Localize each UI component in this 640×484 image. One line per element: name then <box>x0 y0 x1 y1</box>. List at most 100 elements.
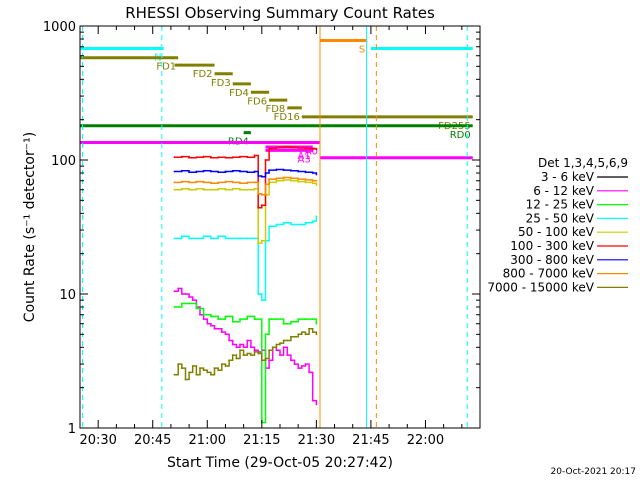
y-tick-label: 100 <box>51 154 76 169</box>
series-5-point-16 <box>275 146 278 149</box>
x-tick-label: 20:30 <box>79 433 116 448</box>
series-8-point-9 <box>206 371 209 374</box>
series-5-point-13 <box>260 204 263 207</box>
legend-label-2: 12 - 25 keV <box>526 198 595 212</box>
series-5-point-0 <box>173 156 176 159</box>
series-5-point-10 <box>246 156 249 159</box>
series-5-point-19 <box>297 147 300 149</box>
series-4-point-19 <box>297 180 300 183</box>
series-7-point-9 <box>239 182 241 185</box>
series-2-point-3 <box>195 307 198 310</box>
series-5-point-14 <box>264 159 267 161</box>
x-tick-label: 20:45 <box>134 433 171 448</box>
series-3-point-2 <box>188 237 191 240</box>
series-1-point-16 <box>231 343 234 346</box>
series-3-point-1 <box>180 235 183 238</box>
series-1-point-4 <box>188 296 191 298</box>
series-4-point-4 <box>202 188 205 191</box>
series-8-point-38 <box>311 331 314 333</box>
series-3-point-19 <box>297 223 300 226</box>
series-8-point-8 <box>202 369 205 372</box>
series-8-point-37 <box>308 327 310 330</box>
series-7-point-2 <box>188 181 191 184</box>
series-6-point-3 <box>195 170 198 173</box>
series-6-point-9 <box>239 170 241 173</box>
series-3-point-21 <box>311 220 314 223</box>
series-1-point-9 <box>206 322 209 325</box>
series-8-point-17 <box>235 357 238 360</box>
series-6-point-7 <box>224 170 227 173</box>
series-2-point-15 <box>275 318 278 320</box>
series-8-point-29 <box>279 342 281 344</box>
series-6-point-6 <box>217 171 220 174</box>
series-8-point-36 <box>304 333 307 336</box>
series-2-point-17 <box>290 320 292 323</box>
series-5-point-15 <box>268 147 270 150</box>
series-6-point-16 <box>275 168 278 171</box>
series-1-point-8 <box>202 318 205 320</box>
series-1-point-15 <box>228 339 231 342</box>
series-4-point-12 <box>257 242 260 245</box>
series-1-point-10 <box>210 324 212 327</box>
series-7-point-0 <box>173 181 176 184</box>
series-6-point-4 <box>202 169 205 172</box>
footer-timestamp: 20-Oct-2021 20:17 <box>551 467 636 477</box>
series-1-point-35 <box>300 365 303 367</box>
flag-label-fd1: FD1 <box>156 62 176 73</box>
series-3-point-5 <box>210 237 212 240</box>
series-2-point-0 <box>173 306 176 308</box>
series-6-point-0 <box>173 170 176 173</box>
series-8-point-27 <box>271 346 274 349</box>
series-4-point-18 <box>290 179 292 182</box>
series-7-point-22 <box>315 179 318 182</box>
series-8-point-15 <box>228 359 231 362</box>
series-8-point-0 <box>173 373 176 376</box>
legend-label-6: 300 - 800 keV <box>510 253 594 267</box>
series-8-point-16 <box>231 354 234 356</box>
series-2-point-9 <box>239 318 241 320</box>
series-1-point-37 <box>308 371 310 374</box>
series-5-point-5 <box>210 156 212 159</box>
series-8-point-10 <box>210 373 212 376</box>
series-5-point-20 <box>304 147 307 150</box>
series-6-point-18 <box>290 169 292 172</box>
series-5-point-12 <box>257 206 260 209</box>
series-1-point-19 <box>242 346 245 349</box>
series-2-point-19 <box>304 318 307 320</box>
series-7-point-21 <box>311 179 314 182</box>
legend-label-5: 100 - 300 keV <box>510 239 594 253</box>
legend-label-8: 7000 - 15000 keV <box>487 280 594 294</box>
flag-label-fd2: FD2 <box>193 69 213 80</box>
series-8-point-21 <box>250 354 252 356</box>
flag-label-fd16: FD16 <box>274 112 300 123</box>
series-8-point-18 <box>239 349 241 352</box>
series-8-point-19 <box>242 354 245 356</box>
series-5-point-21 <box>311 148 314 150</box>
series-8-point-4 <box>188 371 191 374</box>
series-2-point-14 <box>268 318 270 320</box>
series-8-point-2 <box>180 367 183 369</box>
series-4-point-1 <box>180 187 183 190</box>
series-3-point-9 <box>239 237 241 240</box>
series-4-point-6 <box>217 187 220 190</box>
legend-label-7: 800 - 7000 keV <box>503 267 595 281</box>
flag-label-rd0: RD0 <box>450 130 471 141</box>
series-4-point-8 <box>231 187 234 190</box>
series-8-point-34 <box>297 333 300 336</box>
flag-label-fd3: FD3 <box>211 78 231 89</box>
series-2-point-5 <box>210 315 212 318</box>
series-8-point-31 <box>286 339 289 342</box>
series-1-point-29 <box>279 354 281 356</box>
series-8-point-39 <box>315 333 318 336</box>
series-1-point-13 <box>220 331 223 333</box>
series-6-point-2 <box>188 171 191 174</box>
series-8-point-14 <box>224 365 227 367</box>
series-3-point-3 <box>195 237 198 240</box>
x-tick-label: 21:00 <box>189 433 226 448</box>
series-2-point-2 <box>188 302 191 305</box>
series-6-point-22 <box>315 173 318 176</box>
series-1-point-7 <box>199 313 201 316</box>
series-1-point-20 <box>246 339 249 342</box>
